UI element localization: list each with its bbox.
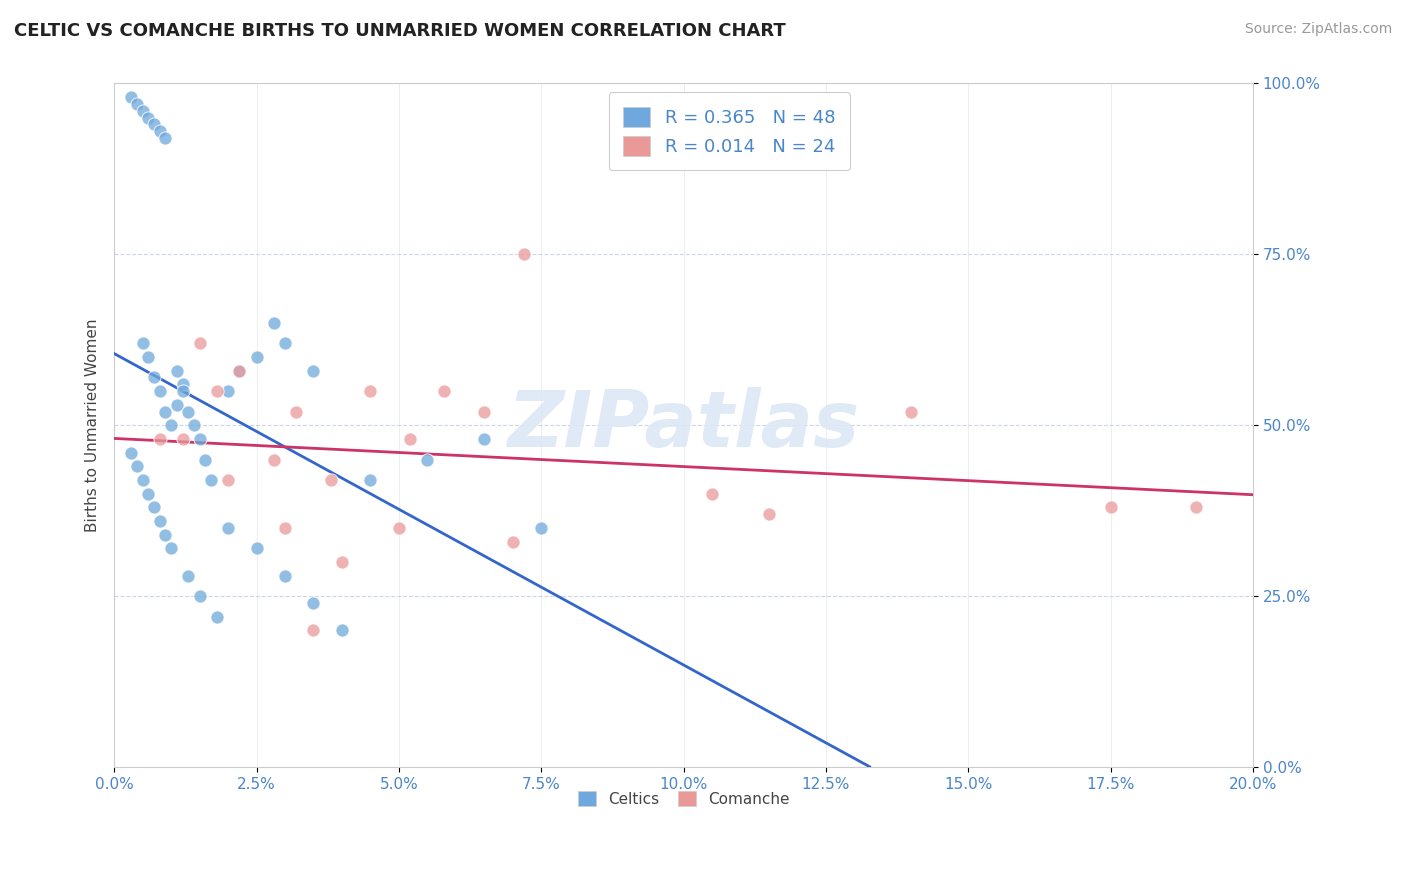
Legend: Celtics, Comanche: Celtics, Comanche: [569, 783, 797, 814]
Point: [330, 624, 353, 638]
Point: [149, 384, 172, 399]
Point: [217, 473, 239, 487]
Point: [166, 398, 188, 412]
Point: [200, 473, 222, 487]
Point: [302, 596, 325, 610]
Point: [120, 90, 142, 104]
Point: [155, 405, 177, 419]
Point: [149, 124, 172, 138]
Point: [188, 432, 211, 446]
Point: [1099, 500, 1122, 515]
Text: ZIPatlas: ZIPatlas: [508, 387, 859, 463]
Point: [160, 418, 183, 433]
Point: [166, 364, 188, 378]
Point: [155, 528, 177, 542]
Point: [172, 377, 194, 392]
Point: [302, 364, 325, 378]
Point: [900, 405, 922, 419]
Point: [205, 384, 228, 399]
Y-axis label: Births to Unmarried Women: Births to Unmarried Women: [86, 318, 100, 533]
Point: [183, 418, 205, 433]
Point: [228, 364, 250, 378]
Point: [433, 384, 456, 399]
Text: Source: ZipAtlas.com: Source: ZipAtlas.com: [1244, 22, 1392, 37]
Point: [399, 432, 422, 446]
Point: [188, 336, 211, 351]
Point: [131, 336, 153, 351]
Point: [245, 541, 267, 556]
Point: [194, 452, 217, 467]
Point: [177, 405, 200, 419]
Point: [302, 624, 325, 638]
Point: [131, 473, 153, 487]
Point: [138, 487, 160, 501]
Point: [416, 452, 439, 467]
Point: [319, 473, 342, 487]
Point: [177, 568, 200, 582]
Point: [502, 534, 524, 549]
Point: [143, 370, 166, 384]
Point: [138, 350, 160, 364]
Point: [149, 514, 172, 528]
Point: [388, 521, 411, 535]
Point: [263, 316, 285, 330]
Point: [120, 446, 142, 460]
Point: [513, 247, 536, 261]
Point: [188, 589, 211, 603]
Point: [274, 521, 297, 535]
Point: [125, 97, 148, 112]
Point: [274, 336, 297, 351]
Point: [472, 405, 495, 419]
Point: [205, 609, 228, 624]
Point: [263, 452, 285, 467]
Point: [274, 568, 297, 582]
Point: [155, 131, 177, 145]
Point: [758, 508, 780, 522]
Point: [217, 521, 239, 535]
Text: CELTIC VS COMANCHE BIRTHS TO UNMARRIED WOMEN CORRELATION CHART: CELTIC VS COMANCHE BIRTHS TO UNMARRIED W…: [14, 22, 786, 40]
Point: [149, 432, 172, 446]
Point: [245, 350, 267, 364]
Point: [228, 364, 250, 378]
Point: [530, 521, 553, 535]
Point: [700, 487, 723, 501]
Point: [131, 103, 153, 118]
Point: [138, 111, 160, 125]
Point: [472, 432, 495, 446]
Point: [285, 405, 308, 419]
Point: [125, 459, 148, 474]
Point: [217, 384, 239, 399]
Point: [160, 541, 183, 556]
Point: [143, 500, 166, 515]
Point: [359, 384, 381, 399]
Point: [172, 432, 194, 446]
Point: [1185, 500, 1208, 515]
Point: [359, 473, 381, 487]
Point: [330, 555, 353, 569]
Point: [143, 118, 166, 132]
Point: [172, 384, 194, 399]
